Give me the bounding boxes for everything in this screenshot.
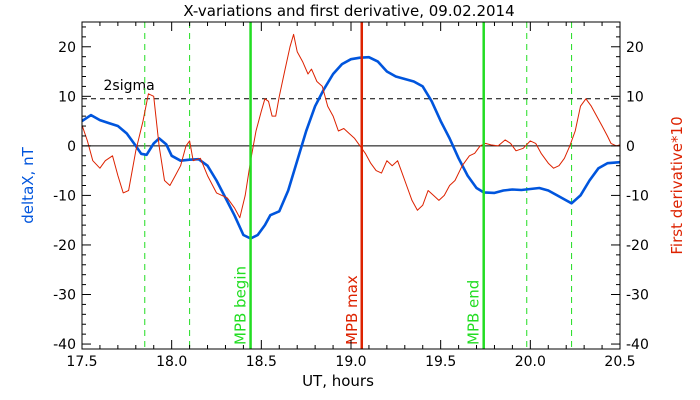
vertical-line-label-mpb-end: MPB end	[465, 280, 483, 345]
threshold-label: 2sigma	[104, 78, 155, 94]
x-tick-label: 18.5	[246, 354, 277, 370]
x-axis-label: UT, hours	[302, 372, 374, 390]
chart-title: X-variations and first derivative, 09.02…	[183, 2, 514, 20]
x-tick-label: 19.5	[425, 354, 456, 370]
x-tick-label: 20.5	[604, 354, 635, 370]
plot-area: 2sigma MPB begin MPB max MPB end 17.5 18.0 18.…	[53, 21, 649, 370]
y-tick-label-left: -40	[53, 337, 76, 353]
y-axis-label-left: deltaX, nT	[19, 146, 37, 223]
vertical-line-label-mpb-max: MPB max	[343, 275, 361, 345]
vertical-line-label-mpb-begin: MPB begin	[232, 266, 250, 345]
series-line-derivative	[82, 33, 620, 219]
x-tick-label: 18.0	[156, 354, 187, 370]
y-tick-label-left: -10	[53, 188, 76, 204]
y-tick-label-left: 10	[58, 89, 76, 105]
y-tick-label-right: -20	[626, 238, 649, 254]
y-tick-label-right: 0	[626, 139, 635, 155]
y-tick-label-right: -10	[626, 188, 649, 204]
series-line-deltaX	[82, 55, 620, 240]
y-tick-label-left: -30	[53, 288, 76, 304]
y-tick-label-left: -20	[53, 238, 76, 254]
y-tick-label-right: 20	[626, 40, 644, 56]
y-tick-label-left: 20	[58, 40, 76, 56]
x-tick-label: 19.0	[335, 354, 366, 370]
y-tick-label-left: 0	[67, 139, 76, 155]
x-tick-label: 17.5	[66, 354, 97, 370]
y-tick-label-right: 10	[626, 89, 644, 105]
y-tick-label-right: -40	[626, 337, 649, 353]
y-tick-label-right: -30	[626, 288, 649, 304]
x-tick-label: 20.0	[515, 354, 546, 370]
y-axis-label-right: First derivative*10	[668, 116, 686, 254]
